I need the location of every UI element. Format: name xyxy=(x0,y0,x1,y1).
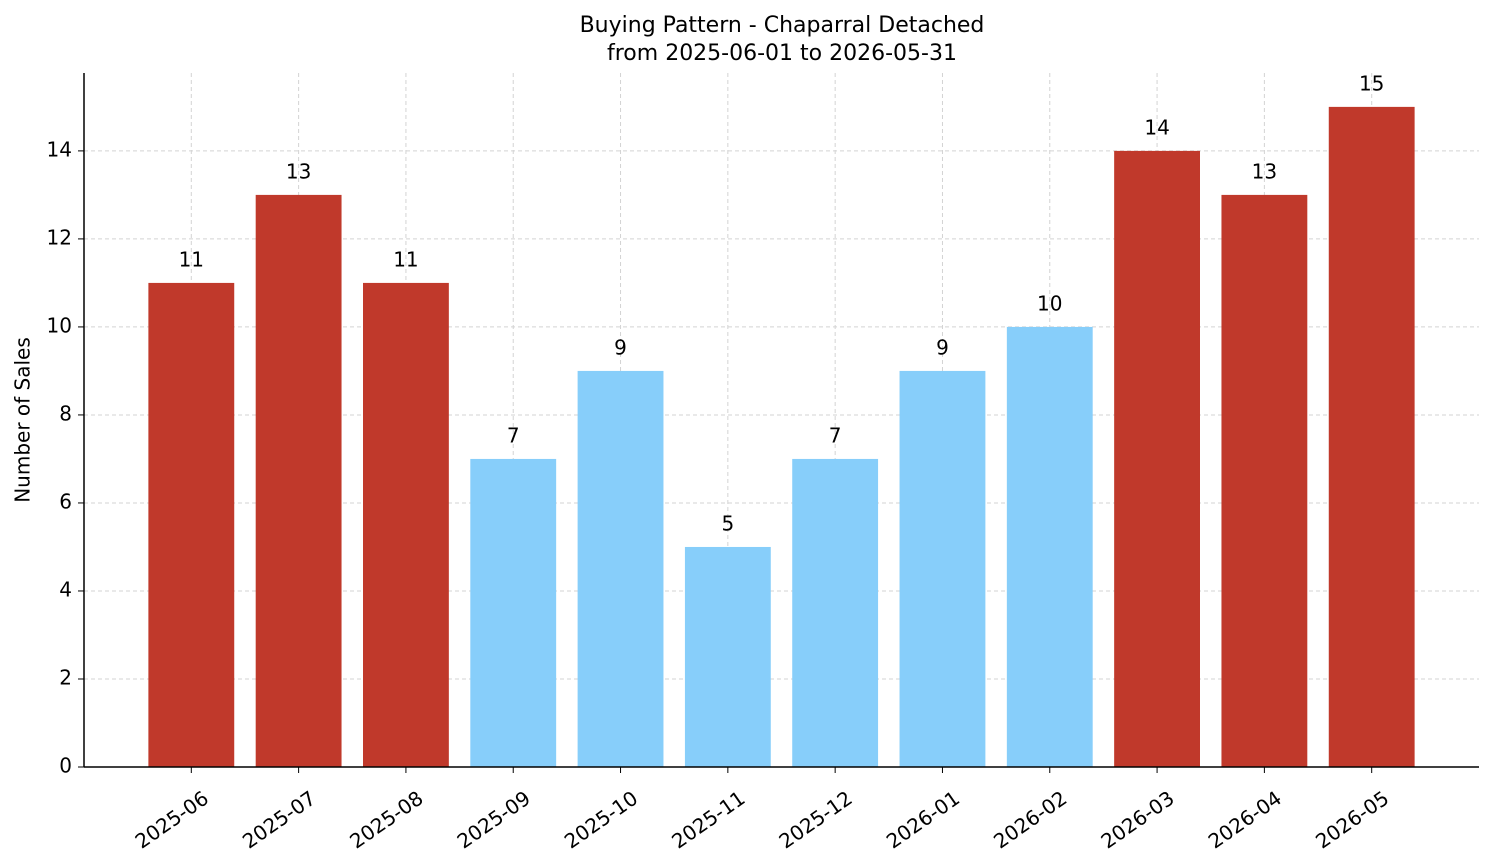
chart-subtitle: from 2025-06-01 to 2026-05-31 xyxy=(607,41,957,66)
x-tick-label: 2025-12 xyxy=(775,786,857,854)
bar xyxy=(899,370,986,767)
bar xyxy=(1114,150,1200,768)
x-tick-label: 2025-09 xyxy=(453,786,535,854)
x-tick-label: 2026-05 xyxy=(1311,786,1393,854)
x-tick-label: 2025-11 xyxy=(667,786,749,854)
value-label: 11 xyxy=(179,247,204,271)
bar xyxy=(148,282,235,767)
x-tick-label: 2026-03 xyxy=(1096,786,1178,854)
bar xyxy=(363,282,449,767)
x-tick-label: 2026-01 xyxy=(882,786,964,854)
bar xyxy=(792,458,879,767)
bar xyxy=(1328,106,1415,767)
y-tick-label: 12 xyxy=(47,225,72,249)
value-label: 9 xyxy=(614,335,627,359)
bar xyxy=(1006,326,1093,767)
bar xyxy=(577,370,664,767)
value-label: 7 xyxy=(507,423,520,447)
value-label: 5 xyxy=(721,511,734,535)
value-label: 13 xyxy=(1252,159,1277,183)
x-tick-label: 2026-02 xyxy=(989,786,1071,854)
x-tick-label: 2025-08 xyxy=(345,786,427,854)
value-label: 11 xyxy=(393,247,418,271)
bar xyxy=(684,546,771,767)
y-tick-label: 6 xyxy=(59,489,72,513)
y-tick-label: 4 xyxy=(59,577,72,601)
value-label: 10 xyxy=(1037,291,1062,315)
value-label: 7 xyxy=(829,423,842,447)
y-tick-label: 0 xyxy=(59,754,72,778)
y-tick-label: 14 xyxy=(47,137,72,161)
bar xyxy=(255,194,342,768)
x-tick-label: 2025-10 xyxy=(560,786,642,854)
bar xyxy=(1221,194,1308,768)
chart-title: Buying Pattern - Chaparral Detached xyxy=(580,13,985,38)
x-tick-label: 2025-07 xyxy=(238,786,320,854)
y-tick-label: 2 xyxy=(59,665,72,689)
y-axis-label: Number of Sales xyxy=(11,337,35,503)
bar xyxy=(470,458,557,767)
y-tick-label: 8 xyxy=(59,401,72,425)
value-label: 15 xyxy=(1359,71,1384,95)
x-tick-label: 2025-06 xyxy=(131,786,213,854)
value-label: 13 xyxy=(286,159,311,183)
value-label: 9 xyxy=(936,335,949,359)
value-label: 14 xyxy=(1144,115,1169,139)
y-tick-label: 10 xyxy=(47,313,72,337)
x-tick-label: 2026-04 xyxy=(1204,786,1286,854)
